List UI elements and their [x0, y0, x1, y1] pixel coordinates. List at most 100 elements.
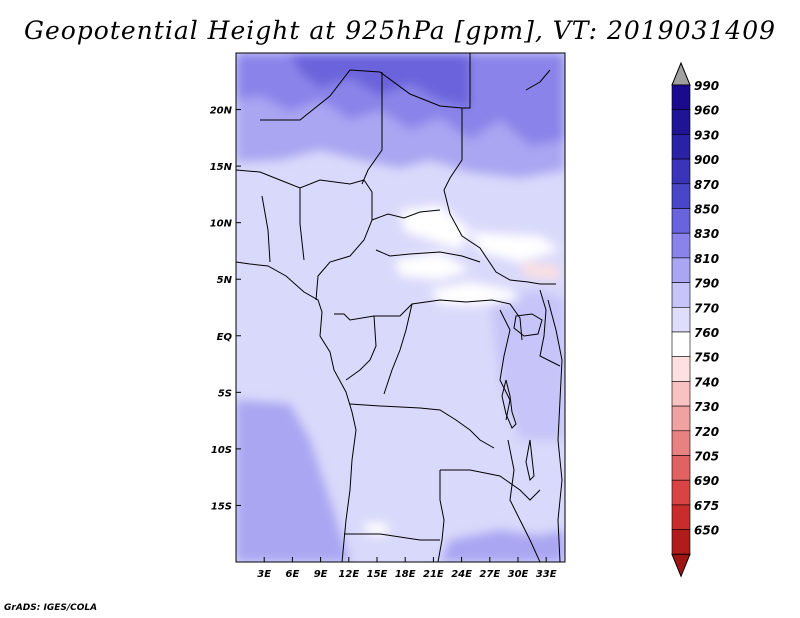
colorbar-label: 850 [694, 203, 719, 217]
border-10 [383, 303, 413, 395]
colorbar-label: 760 [694, 326, 719, 340]
colorbar-swatch [671, 331, 691, 358]
colorbar-swatch [671, 306, 691, 333]
x-tick-label: 6E [286, 569, 300, 580]
colorbar-swatch [671, 405, 691, 432]
field-north-850 [290, 53, 470, 108]
border-7 [375, 249, 481, 263]
colorbar-swatch [671, 455, 691, 481]
border-4 [361, 72, 383, 185]
colorbar-swatch [671, 134, 691, 160]
border-13 [440, 469, 541, 501]
chart-title: Geopotential Height at 925hPa [gpm], VT:… [23, 16, 777, 45]
border-8 [334, 299, 523, 341]
plot-area [236, 53, 565, 562]
y-tick-label: 20N [210, 106, 233, 117]
field-se-810 [440, 530, 565, 562]
colorbar-label: 675 [694, 499, 719, 513]
border-5 [443, 108, 556, 285]
colorbar-swatch [671, 479, 691, 506]
x-tick-label: 30E [508, 569, 529, 580]
border-9 [345, 315, 377, 381]
colorbar-label: 770 [694, 301, 719, 315]
x-tick-label: 3E [257, 569, 271, 580]
border-19 [507, 439, 541, 562]
colorbar-label: 705 [694, 450, 719, 464]
colorbar-label: 740 [694, 375, 719, 389]
border-6 [371, 209, 441, 221]
field-white-2 [395, 252, 470, 280]
border-18 [299, 188, 305, 261]
y-tick-label: 5S [218, 388, 232, 399]
country-borders [236, 53, 563, 562]
colorbar-label: 870 [694, 178, 719, 192]
colorbar-under-arrow [671, 553, 691, 578]
colorbar-swatch [671, 504, 691, 530]
x-tick-label: 9E [314, 569, 328, 580]
colorbar-label: 990 [694, 79, 719, 93]
field-white-4 [470, 232, 560, 262]
y-tick-label: 10N [210, 219, 233, 230]
colorbar-label: 960 [694, 104, 719, 118]
field-white-1 [400, 205, 470, 250]
colorbar-swatch [671, 232, 691, 259]
colorbar-label: 810 [694, 252, 719, 266]
x-tick-label: 18E [395, 569, 416, 580]
border-17 [261, 195, 271, 263]
y-tick-label: 15S [211, 501, 232, 512]
x-tick-label: 15E [367, 569, 388, 580]
lake-malawi [525, 439, 535, 481]
y-tick-label: EQ [217, 332, 233, 343]
plot-frame [235, 52, 566, 563]
colorbar-label: 750 [694, 351, 719, 365]
colorbar-label: 900 [694, 153, 719, 167]
y-tick-label: 10S [211, 445, 232, 456]
border-15 [499, 309, 511, 421]
colorbar-swatch [671, 183, 691, 209]
border-20 [525, 69, 551, 91]
colorbar-swatch [671, 208, 691, 234]
colorbar-swatch [671, 430, 691, 456]
y-axis-ticks: 20N 15N 10N 5N EQ 5S 10S 15S [210, 106, 241, 512]
colorbar-label: 930 [694, 128, 719, 142]
colorbar-legend: 990 960 930 900 870 850 830 810 790 770 760 750 740 7… [671, 61, 719, 578]
field-sw-810 [236, 400, 350, 562]
x-tick-label: 24E [451, 569, 472, 580]
colorbar-swatch [671, 84, 691, 111]
colorbar-swatch [671, 257, 691, 283]
border-2 [315, 179, 373, 301]
y-tick-label: 15N [210, 162, 233, 173]
colorbar-over-arrow [671, 61, 691, 86]
x-tick-label: 27E [479, 569, 500, 580]
colorbar-swatch [671, 158, 691, 185]
border-14 [344, 533, 440, 541]
colorbar-label: 730 [694, 400, 719, 414]
field-ne-830 [472, 53, 565, 90]
border-12 [437, 470, 445, 562]
border-11 [349, 403, 495, 449]
y-tick-label: 5N [217, 275, 233, 286]
lake-tanganyika [501, 379, 517, 429]
colorbar-label: 650 [694, 524, 719, 538]
field-pink-1 [520, 262, 560, 280]
x-tick-label: 21E [423, 569, 444, 580]
coastline-west [236, 261, 357, 562]
grads-credit: GrADS: IGES/COLA [4, 603, 98, 613]
x-axis-ticks: 3E 6E 9E 12E 15E 18E 21E 24E 27E 30E 33E [257, 557, 557, 580]
x-tick-label: 33E [536, 569, 557, 580]
colorbar-swatch [671, 381, 691, 407]
colorbar-label: 720 [694, 425, 719, 439]
colorbar-label: 790 [694, 277, 719, 291]
colorbar-swatch [671, 282, 691, 308]
colorbar-label: 690 [694, 474, 719, 488]
x-tick-label: 12E [338, 569, 359, 580]
border-3 [260, 53, 471, 121]
lake-victoria [513, 313, 543, 337]
colorbar-swatch [671, 356, 691, 382]
colorbar-label: 830 [694, 227, 719, 241]
border-16 [539, 289, 561, 367]
colorbar-swatch [671, 529, 691, 555]
coast-east [547, 299, 563, 562]
field-white-5 [365, 522, 390, 536]
